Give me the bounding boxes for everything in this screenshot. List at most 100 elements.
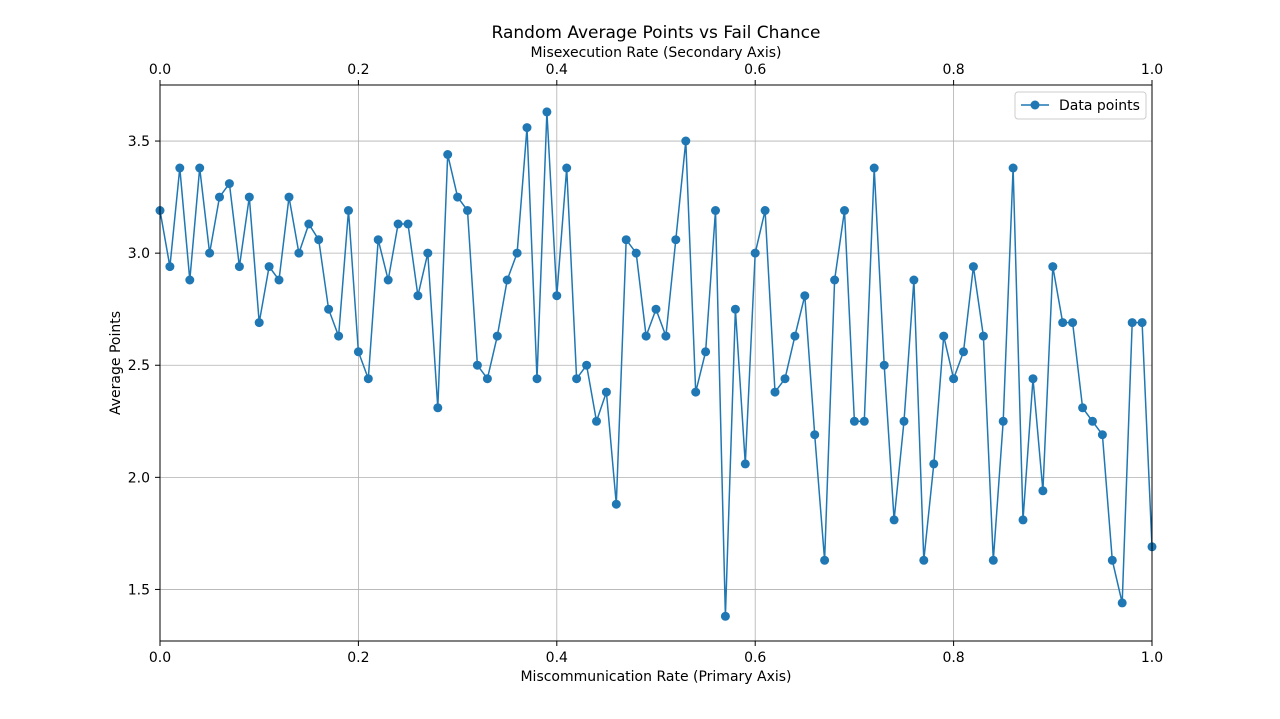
series-line: [159, 111, 1153, 618]
x2-tick-label: 0.2: [347, 62, 369, 78]
data-point: [512, 248, 522, 258]
data-point: [443, 150, 453, 159]
x-tick-label: 1.0: [1141, 650, 1163, 666]
data-point: [959, 347, 968, 357]
x-tick-label: 0.0: [149, 650, 171, 666]
data-point: [1048, 262, 1058, 272]
data-point: [542, 107, 552, 117]
data-point: [1088, 416, 1097, 426]
data-point: [720, 611, 730, 621]
data-point: [770, 387, 780, 397]
series-line-layer: [159, 111, 1153, 618]
x-tick-label: 0.4: [546, 650, 568, 666]
data-point: [1028, 374, 1038, 384]
data-point: [1137, 318, 1147, 328]
data-point: [552, 291, 562, 301]
data-point: [463, 206, 472, 215]
chart-title: Random Average Points vs Fail Chance: [492, 23, 821, 43]
x-tick-label: 0.8: [942, 650, 964, 666]
data-point: [205, 248, 215, 258]
data-point: [433, 403, 443, 413]
data-point: [641, 331, 651, 341]
data-point: [651, 304, 661, 314]
data-point: [244, 192, 254, 202]
data-point: [879, 360, 889, 370]
data-point: [730, 304, 740, 314]
data-point: [978, 331, 988, 341]
data-point: [373, 235, 383, 245]
data-point: [334, 331, 344, 341]
data-point: [195, 163, 205, 173]
data-point: [711, 206, 720, 215]
y-tick-label: 2.0: [128, 470, 150, 486]
x2-tick-label: 0.0: [149, 62, 171, 78]
data-point: [1078, 403, 1088, 413]
data-point: [760, 206, 770, 215]
y-axis-title: Average Points: [108, 311, 124, 415]
primary-x-axis-title: Miscommunication Rate (Primary Axis): [520, 669, 791, 685]
data-point: [1008, 163, 1018, 173]
data-point: [383, 275, 393, 285]
data-point: [919, 555, 929, 565]
data-point: [592, 416, 601, 426]
y-tick-label: 1.5: [128, 582, 150, 598]
x2-tick-label: 0.8: [942, 62, 964, 78]
data-point: [810, 430, 820, 440]
data-point: [353, 347, 363, 357]
data-point: [314, 235, 324, 245]
data-point: [939, 331, 949, 341]
legend-marker-swatch: [1030, 100, 1040, 110]
data-point: [264, 262, 274, 272]
data-point: [393, 219, 403, 229]
data-point: [502, 275, 512, 285]
data-points-layer: [155, 107, 1157, 621]
data-point: [988, 555, 998, 565]
data-point: [859, 416, 869, 426]
x-tick-label: 0.6: [744, 650, 766, 666]
grid-lines: [159, 85, 1153, 641]
data-point: [472, 360, 482, 370]
data-point: [582, 360, 592, 370]
data-point: [621, 235, 631, 245]
y-tick-label: 2.5: [128, 358, 150, 374]
data-point: [740, 459, 750, 469]
data-point: [889, 515, 899, 525]
data-point: [750, 248, 760, 258]
data-point: [929, 459, 939, 469]
y-tick-label: 3.5: [128, 134, 150, 150]
data-point: [165, 262, 175, 272]
data-point: [820, 555, 830, 565]
data-point: [899, 416, 909, 426]
data-point: [175, 163, 185, 173]
data-point: [849, 416, 859, 426]
data-point: [681, 136, 691, 146]
data-point: [363, 374, 373, 384]
data-point: [453, 192, 463, 202]
data-point: [185, 275, 195, 285]
data-point: [532, 374, 542, 384]
legend-label: Data points: [1059, 98, 1140, 114]
data-point: [492, 331, 502, 341]
data-point: [701, 347, 711, 357]
data-point: [274, 275, 284, 285]
data-point: [1107, 555, 1117, 565]
x-tick-label: 0.2: [347, 650, 369, 666]
secondary-x-axis-title: Misexecution Rate (Secondary Axis): [530, 45, 781, 61]
data-point: [840, 206, 849, 215]
data-point: [284, 192, 294, 202]
data-point: [1127, 318, 1137, 328]
data-point: [869, 163, 879, 173]
axis-ticks: 0.0 0.2 0.4 0.6 0.8 1.0 0.0 0.2 0.4 0.6 0.8 1.0 1.5 2…: [128, 62, 1163, 666]
data-point: [1018, 515, 1028, 525]
x2-tick-label: 0.6: [744, 62, 766, 78]
y-tick-label: 3.0: [128, 246, 150, 262]
data-point: [304, 219, 314, 229]
legend: Data points: [1014, 91, 1147, 120]
data-point: [562, 163, 572, 173]
data-point: [1097, 430, 1107, 440]
data-point: [324, 304, 334, 314]
data-point: [482, 374, 492, 384]
data-point: [1117, 598, 1127, 608]
